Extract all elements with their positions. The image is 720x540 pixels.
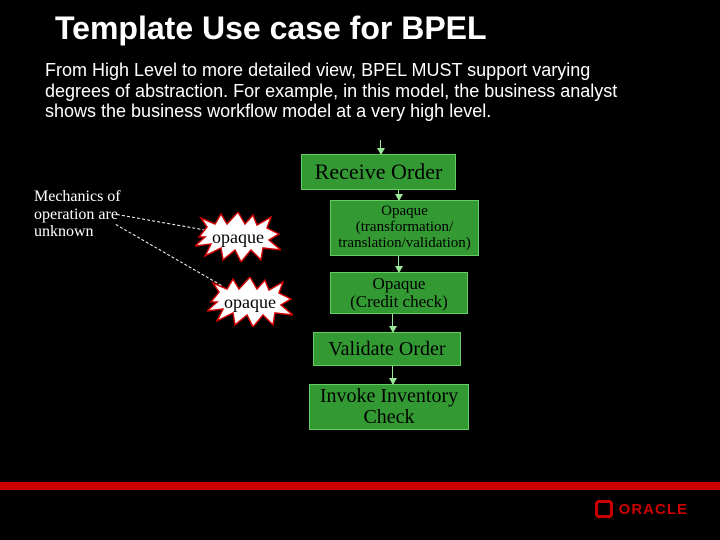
starburst-opaque: opaque xyxy=(195,212,281,262)
flow-arrow xyxy=(380,140,381,154)
flow-arrow xyxy=(392,314,393,332)
slide-body: From High Level to more detailed view, B… xyxy=(45,60,635,122)
oracle-logo: ORACLE xyxy=(595,500,688,518)
flow-arrow xyxy=(392,366,393,384)
oracle-logo-icon xyxy=(595,500,613,518)
flow-node-receive: Receive Order xyxy=(301,154,456,190)
oracle-logo-text: ORACLE xyxy=(619,501,688,518)
flow-node-opaque-transform: Opaque(transformation/translation/valida… xyxy=(330,200,479,256)
flow-node-opaque-credit: Opaque(Credit check) xyxy=(330,272,468,314)
flow-node-validate: Validate Order xyxy=(313,332,461,366)
flow-arrow xyxy=(398,256,399,272)
starburst-label: opaque xyxy=(207,277,293,327)
flow-arrow xyxy=(398,190,399,200)
flow-node-invoke: Invoke InventoryCheck xyxy=(309,384,469,430)
mechanics-note: Mechanics ofoperation areunknown xyxy=(34,188,121,241)
starburst-label: opaque xyxy=(195,212,281,262)
footer-bar xyxy=(0,482,720,490)
starburst-opaque: opaque xyxy=(207,277,293,327)
slide: Template Use case for BPEL From High Lev… xyxy=(0,0,720,540)
slide-title: Template Use case for BPEL xyxy=(55,10,487,47)
